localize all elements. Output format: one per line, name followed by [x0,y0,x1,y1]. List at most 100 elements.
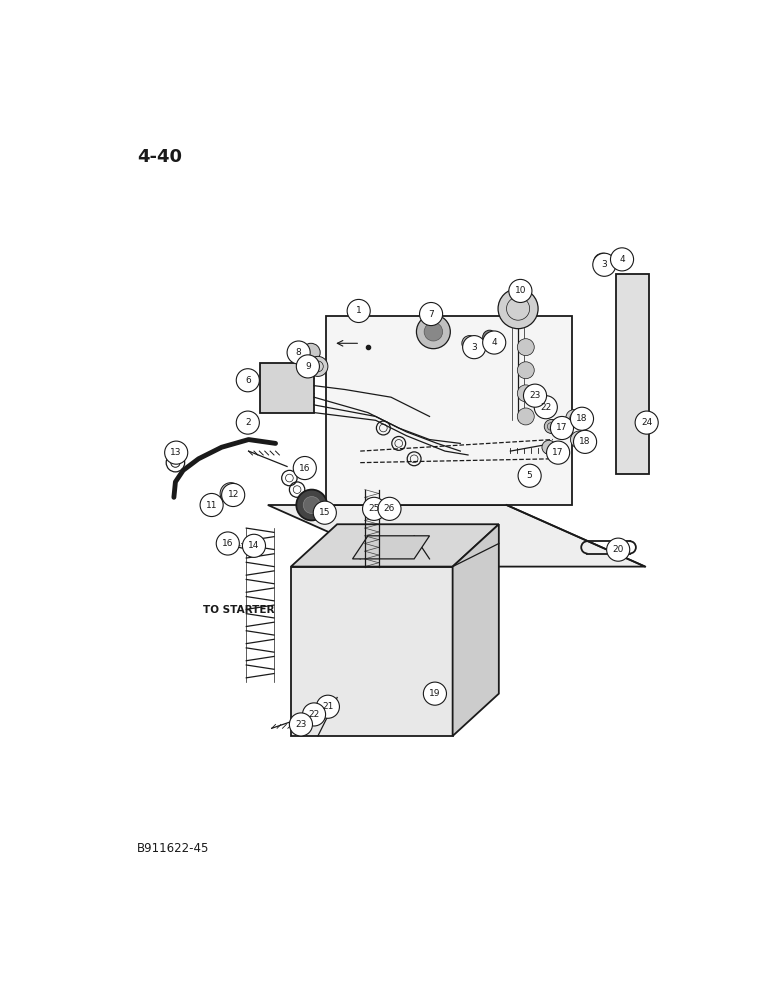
Circle shape [313,501,337,524]
Text: 20: 20 [612,545,624,554]
Circle shape [290,713,313,736]
Circle shape [304,704,321,721]
Text: 17: 17 [553,448,564,457]
Text: 21: 21 [322,702,334,711]
Circle shape [363,497,386,520]
Text: 6: 6 [245,376,251,385]
Text: 22: 22 [308,710,320,719]
Text: B911622-45: B911622-45 [137,842,209,854]
Circle shape [462,336,477,351]
Polygon shape [353,536,429,559]
Text: 19: 19 [429,689,441,698]
Text: 2: 2 [245,418,251,427]
Circle shape [296,355,320,378]
Circle shape [482,331,506,354]
Text: 25: 25 [368,504,380,513]
Circle shape [498,289,538,329]
Circle shape [594,253,612,272]
Circle shape [302,343,320,362]
Text: 23: 23 [530,391,540,400]
Text: 4-40: 4-40 [137,148,182,166]
Circle shape [509,279,532,302]
Circle shape [517,362,534,379]
Polygon shape [291,567,452,736]
Circle shape [547,441,570,464]
Circle shape [571,407,594,430]
Circle shape [242,534,266,557]
Text: 5: 5 [527,471,533,480]
Circle shape [317,695,340,718]
Text: 10: 10 [515,286,527,295]
Text: 23: 23 [295,720,306,729]
Text: 18: 18 [576,414,587,423]
Circle shape [517,408,534,425]
Circle shape [607,538,630,561]
Text: 26: 26 [384,504,395,513]
Circle shape [416,315,450,349]
Polygon shape [616,274,649,474]
Circle shape [482,330,496,344]
Circle shape [222,483,245,507]
Circle shape [517,385,534,402]
Text: 8: 8 [296,348,302,357]
Circle shape [593,253,616,276]
Polygon shape [291,524,499,567]
Circle shape [318,698,334,713]
Circle shape [236,411,259,434]
Circle shape [207,499,216,508]
Circle shape [200,493,223,517]
Circle shape [534,396,557,419]
Circle shape [424,323,442,341]
Circle shape [308,356,328,376]
Text: 4: 4 [492,338,497,347]
Circle shape [216,532,239,555]
Circle shape [542,440,556,454]
Circle shape [517,339,534,356]
Circle shape [164,441,188,464]
Circle shape [303,703,326,726]
Text: 7: 7 [428,310,434,319]
Text: 11: 11 [206,500,218,510]
Circle shape [347,299,371,323]
Text: 15: 15 [319,508,330,517]
Text: 16: 16 [299,464,310,473]
Text: 18: 18 [579,437,591,446]
Text: 3: 3 [472,343,477,352]
Circle shape [220,483,242,504]
Circle shape [635,411,659,434]
Circle shape [303,497,320,513]
Circle shape [571,431,587,448]
Circle shape [518,464,541,487]
Text: 9: 9 [305,362,311,371]
Text: 22: 22 [540,403,551,412]
Text: 14: 14 [249,541,259,550]
Circle shape [566,410,583,426]
Polygon shape [326,316,572,505]
Text: 12: 12 [228,490,239,499]
Polygon shape [452,524,499,736]
Polygon shape [260,363,314,413]
Text: TO STARTER: TO STARTER [203,605,274,615]
Text: 1: 1 [356,306,361,315]
Circle shape [611,248,634,271]
Circle shape [419,302,442,326]
Text: 4: 4 [619,255,625,264]
Polygon shape [268,505,645,567]
Text: 17: 17 [556,424,567,432]
Text: 16: 16 [222,539,234,548]
Text: 13: 13 [171,448,182,457]
Circle shape [523,384,547,407]
Text: 24: 24 [641,418,652,427]
Circle shape [293,456,317,480]
Circle shape [613,249,628,265]
Circle shape [546,420,560,433]
Circle shape [202,494,221,513]
Circle shape [462,336,486,359]
Circle shape [296,490,327,520]
Circle shape [287,341,310,364]
Circle shape [423,682,446,705]
Circle shape [225,488,236,499]
Circle shape [236,369,259,392]
Circle shape [574,430,597,453]
Circle shape [544,420,558,433]
